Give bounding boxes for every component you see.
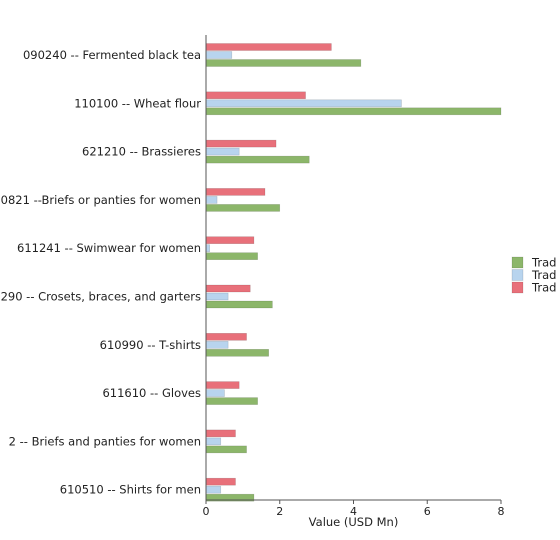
bar xyxy=(205,340,229,349)
bar xyxy=(205,147,240,156)
category-label: 610990 -- T-shirts xyxy=(100,338,201,352)
legend-label: Trad xyxy=(531,256,556,270)
x-tick-label: 0 xyxy=(203,505,210,518)
x-axis-title: Value (USD Mn) xyxy=(309,515,399,529)
bar xyxy=(205,107,502,116)
bar xyxy=(205,236,255,244)
bar xyxy=(205,437,222,446)
bar xyxy=(205,59,362,67)
bar xyxy=(205,348,269,357)
bar xyxy=(205,43,332,51)
bar xyxy=(205,300,273,309)
bar xyxy=(205,429,236,438)
bar xyxy=(205,445,247,454)
category-label: 290 -- Crosets, braces, and garters xyxy=(1,290,201,304)
bar xyxy=(205,485,222,494)
category-label: 610510 -- Shirts for men xyxy=(60,483,201,497)
legend-label: Trad xyxy=(531,268,556,282)
bar xyxy=(205,397,258,405)
bar xyxy=(205,99,402,108)
bar xyxy=(205,155,310,164)
bar xyxy=(205,389,225,397)
legend-swatch xyxy=(511,256,524,269)
bar xyxy=(205,91,306,100)
bar xyxy=(205,51,233,59)
bar xyxy=(205,204,281,212)
category-label: 2 -- Briefs and panties for women xyxy=(9,434,201,448)
category-label: 090240 -- Fermented black tea xyxy=(23,48,201,62)
x-tick-label: 6 xyxy=(424,505,431,518)
x-tick-label: 2 xyxy=(276,505,283,518)
bar xyxy=(205,332,247,341)
bar xyxy=(205,139,277,148)
category-label: 0821 --Briefs or panties for women xyxy=(1,193,201,207)
bar xyxy=(205,381,240,389)
bar xyxy=(205,252,258,260)
legend-swatch xyxy=(511,269,524,281)
bar xyxy=(205,244,210,252)
category-label: 611610 -- Gloves xyxy=(102,386,201,400)
category-label: 611241 -- Swimwear for women xyxy=(17,241,201,255)
bar xyxy=(205,284,251,293)
category-label: 110100 -- Wheat flour xyxy=(74,96,201,110)
bar xyxy=(205,188,266,196)
legend-swatch xyxy=(511,281,524,294)
bar xyxy=(205,292,229,301)
bar xyxy=(205,477,236,486)
category-label: 621210 -- Brassieres xyxy=(82,145,201,159)
bar xyxy=(205,196,218,204)
x-tick-label: 8 xyxy=(498,505,505,518)
legend-label: Trad xyxy=(531,281,556,295)
x-tick-label: 4 xyxy=(350,505,357,518)
